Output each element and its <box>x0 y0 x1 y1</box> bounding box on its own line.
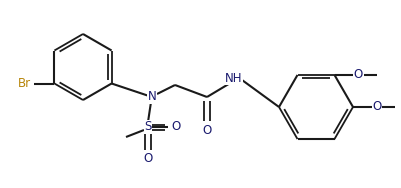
Text: O: O <box>144 152 153 165</box>
Text: O: O <box>171 121 180 133</box>
Text: Br: Br <box>18 77 31 90</box>
Text: O: O <box>373 101 382 114</box>
Text: N: N <box>148 90 156 104</box>
Text: O: O <box>203 124 212 136</box>
Text: NH: NH <box>225 71 243 84</box>
Text: O: O <box>354 68 363 81</box>
Text: S: S <box>144 121 152 133</box>
